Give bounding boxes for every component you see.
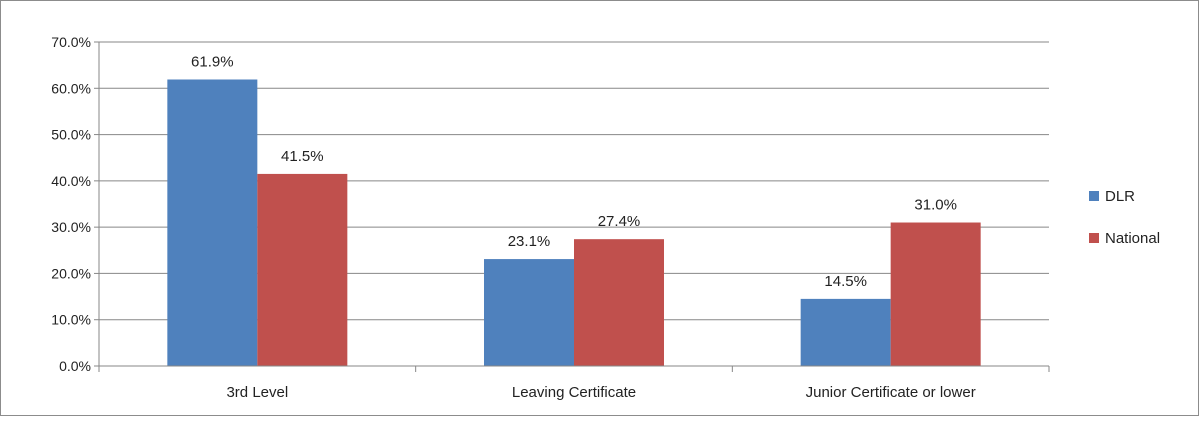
legend-label: DLR xyxy=(1105,188,1135,205)
bar-national xyxy=(257,173,348,366)
y-tick-label: 50.0% xyxy=(51,127,91,143)
data-label: 27.4% xyxy=(598,213,641,230)
y-tick-label: 10.0% xyxy=(51,312,91,328)
data-label: 31.0% xyxy=(914,197,957,214)
bar-dlr xyxy=(800,298,891,366)
y-axis-tick-labels: 0.0% 10.0% 20.0% 30.0% 40.0% 50.0% 60.0% 70.0% xyxy=(51,34,91,374)
bars xyxy=(167,79,981,367)
x-tick-label: Junior Certificate or lower xyxy=(806,384,976,401)
y-tick-label: 20.0% xyxy=(51,265,91,281)
bar-national xyxy=(574,239,664,366)
legend: DLR National xyxy=(1089,188,1160,247)
bar-national xyxy=(890,222,981,366)
y-tick-label: 0.0% xyxy=(59,358,91,374)
data-label: 14.5% xyxy=(824,273,867,290)
axes xyxy=(98,42,1050,372)
bar-dlr xyxy=(484,259,574,366)
data-label: 61.9% xyxy=(191,53,234,70)
legend-swatch-national xyxy=(1089,233,1099,243)
data-label: 41.5% xyxy=(281,148,324,165)
data-label: 23.1% xyxy=(508,233,551,250)
y-tick-label: 30.0% xyxy=(51,219,91,235)
x-tick-label: 3rd Level xyxy=(226,384,288,401)
x-tick-label: Leaving Certificate xyxy=(512,384,636,401)
legend-swatch-dlr xyxy=(1089,191,1099,201)
data-labels: 61.9% 41.5% 23.1% 27.4% 14.5% 31.0% xyxy=(191,53,957,289)
x-axis-tick-labels: 3rd Level Leaving Certificate Junior Certi… xyxy=(226,384,975,401)
y-tick-label: 70.0% xyxy=(51,34,91,50)
y-tick-label: 60.0% xyxy=(51,80,91,96)
legend-label: National xyxy=(1105,230,1160,247)
bar-dlr xyxy=(167,79,258,367)
y-tick-label: 40.0% xyxy=(51,173,91,189)
